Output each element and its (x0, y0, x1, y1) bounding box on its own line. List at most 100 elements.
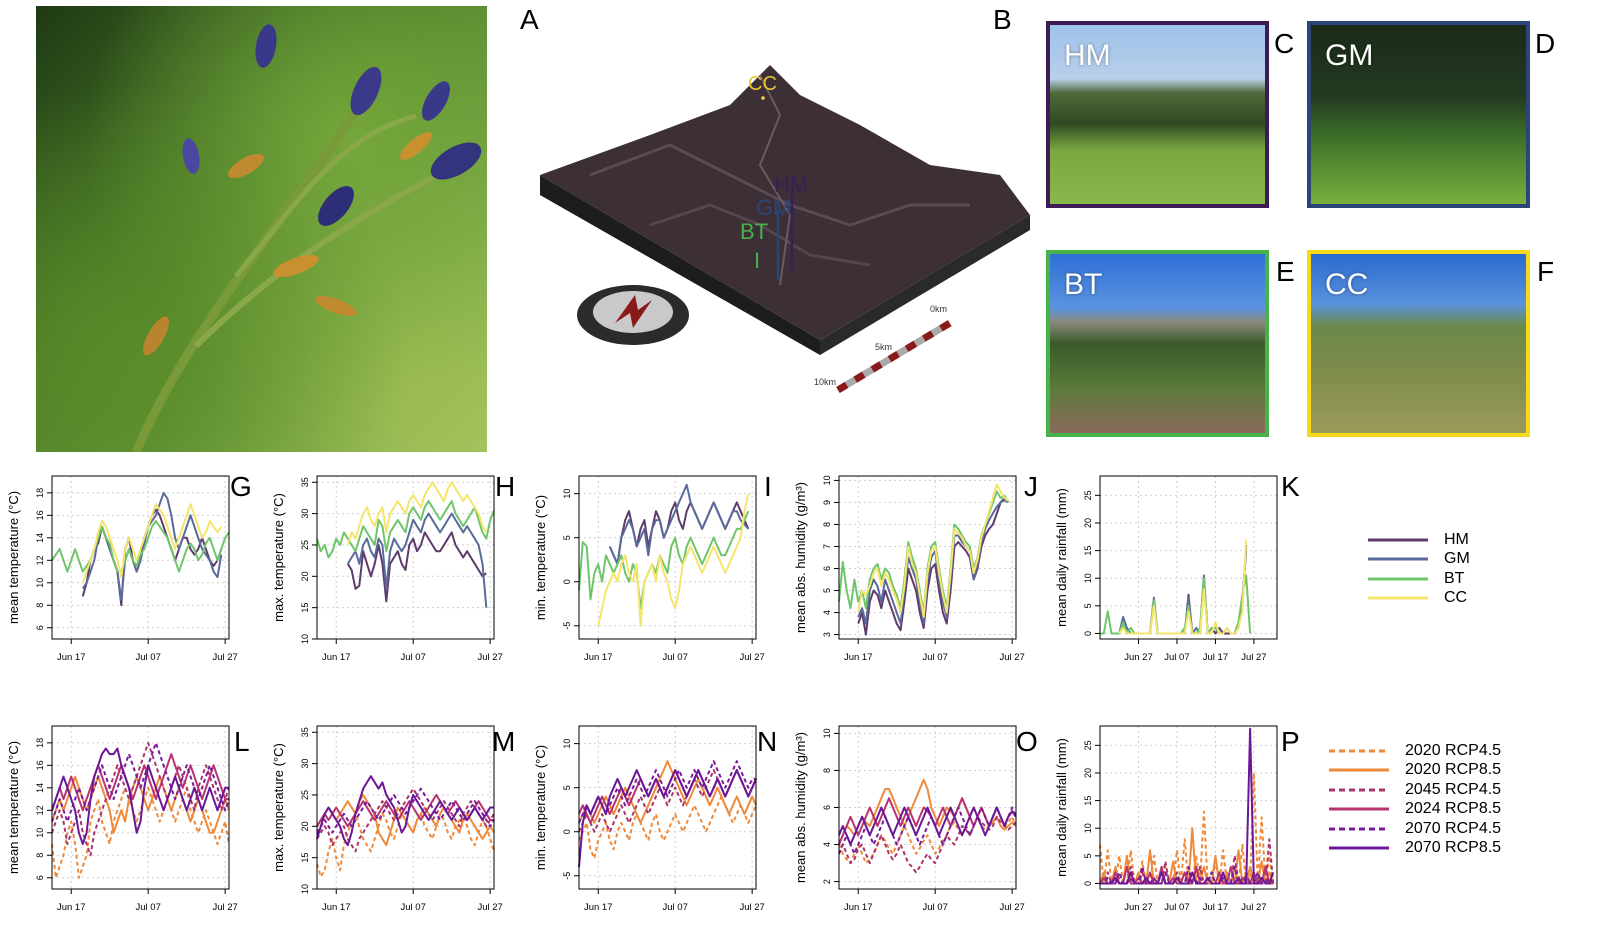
chart-g-mean-temp: 6 8 10 12 14 16 18 Jun 17 Jul 07 Jul 27 mean tempe… (0, 468, 245, 678)
terrain-map: CC HM GM BT I 0km 5km 10km (530, 55, 1050, 400)
series-line-cc (597, 493, 750, 627)
chart-n-min-temp-proj: -5 0 5 10 Jun 17 Jul 07 Jul 27 min. temperature… (527, 718, 772, 928)
series-line-2070-rcp8-5 (51, 747, 229, 845)
y-tick-label: 10 (822, 728, 832, 738)
x-tick-label: Jul 27 (212, 652, 237, 663)
y-tick-label: 0 (562, 579, 572, 584)
x-tick-label: Jun 17 (57, 902, 86, 913)
series-line-hm (346, 531, 487, 603)
y-tick-label: 9 (822, 500, 832, 505)
x-tick-label: Jul 27 (477, 902, 502, 913)
chart-svg: 0 5 10 15 20 25 Jun 27 Jul 07 Jul 17 Jul 27 mean d… (1054, 475, 1278, 663)
chart-l-mean-temp-proj: 6 8 10 12 14 16 18 Jun 17 Jul 07 Jul 27 mean tempe… (0, 718, 245, 928)
y-tick-label: 20 (300, 571, 310, 581)
chart-svg: 0 5 10 15 20 25 Jun 27 Jul 07 Jul 17 Jul 27 mean d… (1054, 725, 1278, 913)
y-tick-label: 16 (35, 510, 45, 520)
y-tick-label: 16 (35, 760, 45, 770)
y-axis-label: min. temperature (°C) (533, 495, 548, 620)
series-line-2070-rcp4-5 (578, 760, 756, 824)
y-tick-label: 8 (822, 522, 832, 527)
series-line-bt (316, 500, 495, 559)
panel-letter-d: D (1535, 28, 1556, 59)
plot-frame (1099, 725, 1278, 890)
series-line-bt (1100, 574, 1252, 635)
y-tick-label: 5 (562, 785, 572, 790)
x-tick-label: Jul 07 (401, 652, 426, 663)
panel-letter-i: I (764, 471, 772, 502)
y-tick-label: 0 (562, 829, 572, 834)
site-photo-hm: HM (1046, 21, 1269, 208)
panel-letter-g: G (230, 471, 252, 502)
panel-letter-n: N (757, 726, 778, 757)
panel-letter-l: L (234, 726, 250, 757)
y-tick-label: 35 (300, 477, 310, 487)
x-tick-label: Jul 17 (1203, 652, 1228, 663)
y-tick-label: 4 (822, 842, 832, 847)
x-tick-label: Jul 07 (923, 652, 948, 663)
y-tick-label: 6 (822, 805, 832, 810)
y-tick-label: 10 (300, 634, 310, 644)
y-tick-label: 2 (822, 879, 832, 884)
chart-svg: -5 0 5 10 Jun 17 Jul 07 Jul 27 min. temperature… (533, 725, 765, 913)
y-tick-label: 18 (35, 488, 45, 498)
y-tick-label: 6 (35, 625, 45, 630)
x-tick-label: Jul 07 (1164, 902, 1189, 913)
legend-swatch (1329, 788, 1389, 792)
y-tick-label: 30 (300, 509, 310, 519)
x-tick-label: Jul 27 (212, 902, 237, 913)
plot-frame (51, 725, 230, 890)
chart-svg: 6 8 10 12 14 16 18 Jun 17 Jul 07 Jul 27 mean tempe… (6, 475, 238, 663)
legend-sites: HM GM BT CC (1366, 530, 1470, 608)
legend-entry: 2024 RCP8.5 (1327, 800, 1501, 820)
x-tick-label: Jul 27 (999, 652, 1024, 663)
panel-letter-m: M (492, 726, 516, 757)
y-axis-label: mean temperature (°C) (6, 741, 21, 874)
site-label-i: I (754, 248, 760, 273)
chart-k-rainfall: 0 5 10 15 20 25 Jun 27 Jul 07 Jul 17 Jul 27 mean d… (1048, 468, 1293, 678)
legend-swatch (1368, 557, 1428, 561)
x-tick-label: Jun 17 (844, 652, 873, 663)
legend-swatch (1329, 768, 1389, 772)
legend-label: GM (1444, 550, 1470, 568)
y-tick-label: 4 (822, 610, 832, 615)
series-line-hm (1118, 545, 1248, 635)
y-tick-label: 6 (35, 875, 45, 880)
y-tick-label: 10 (1083, 823, 1093, 833)
chart-m-max-temp-proj: 10 15 20 25 30 35 Jun 17 Jul 07 Jul 27 max. tempe… (265, 718, 510, 928)
y-tick-label: 7 (822, 544, 832, 549)
y-tick-label: 35 (300, 727, 310, 737)
chart-svg: 10 15 20 25 30 35 Jun 17 Jul 07 Jul 27 max. tempe… (271, 475, 503, 663)
x-tick-label: Jun 17 (844, 902, 873, 913)
north-arrow-icon (577, 285, 689, 345)
y-tick-label: 15 (1083, 796, 1093, 806)
y-tick-label: 8 (35, 853, 45, 858)
x-tick-label: Jul 27 (739, 652, 764, 663)
y-tick-label: -5 (562, 622, 572, 630)
chart-i-min-temp: -5 0 5 10 Jun 17 Jul 07 Jul 27 min. temperature… (527, 468, 772, 678)
x-tick-label: Jul 07 (401, 902, 426, 913)
series-line-2045-rcp4-5 (51, 741, 230, 857)
series-line-2070-rcp4-5 (316, 787, 495, 834)
y-tick-label: 8 (822, 768, 832, 773)
x-tick-label: Jul 07 (923, 902, 948, 913)
y-tick-label: 10 (822, 475, 832, 485)
legend-entry: 2020 RCP8.5 (1327, 761, 1501, 781)
plot-frame (316, 725, 495, 890)
y-axis-label: max. temperature (°C) (271, 743, 286, 872)
series-line-2070-rcp4-5 (51, 741, 230, 823)
y-tick-label: 10 (35, 828, 45, 838)
x-tick-label: Jul 07 (136, 902, 161, 913)
site-label-bt: BT (740, 219, 768, 244)
panel-letter-o: O (1016, 726, 1038, 757)
x-tick-label: Jul 27 (999, 902, 1024, 913)
series-line-hm (857, 497, 1010, 636)
y-tick-label: 5 (562, 535, 572, 540)
site-photo-label: HM (1064, 39, 1111, 72)
series-line-cc (81, 503, 223, 584)
y-tick-label: 30 (300, 759, 310, 769)
y-tick-label: 18 (35, 738, 45, 748)
series-line-cc (1118, 539, 1248, 635)
legend-entry: 2070 RCP8.5 (1327, 839, 1501, 859)
scale-label-5km: 5km (875, 342, 892, 352)
series-line-2070-rcp8-5 (838, 806, 1017, 846)
